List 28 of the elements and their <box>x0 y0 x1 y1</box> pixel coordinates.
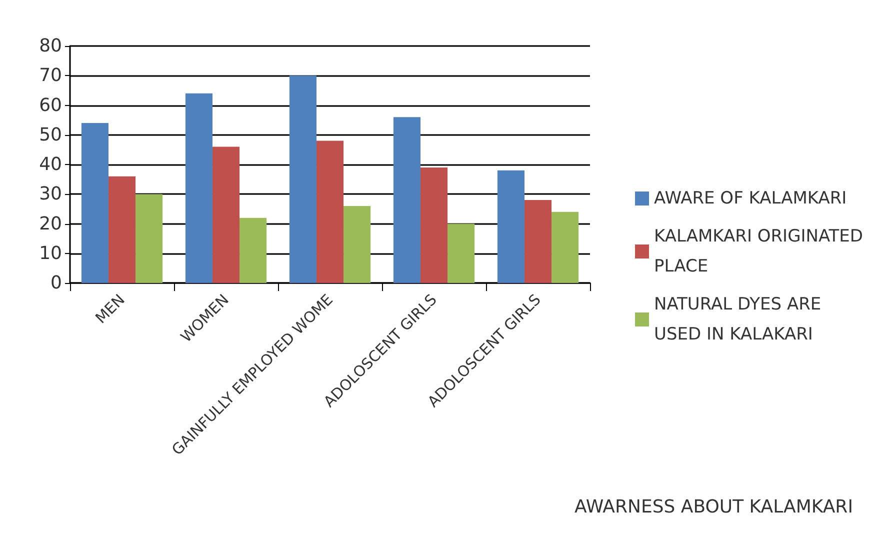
bar <box>136 194 163 283</box>
bar <box>240 218 267 283</box>
bar <box>81 123 108 283</box>
bar <box>420 167 448 283</box>
y-tick-label: 0 <box>50 272 62 294</box>
y-tick-label: 50 <box>39 124 62 146</box>
legend-label: KALAMKARI ORIGINATED PLACE <box>654 226 864 276</box>
y-tick-label: 60 <box>39 94 62 116</box>
bar <box>393 117 420 283</box>
legend-label: NATURAL DYES ARE USED IN KALAKARI <box>654 294 822 344</box>
text: AWARNESS ABOUT KALAMKARI <box>574 496 854 518</box>
bar <box>185 93 212 283</box>
y-tick-label: 80 <box>39 36 62 56</box>
bar <box>552 212 579 283</box>
bar <box>344 206 371 283</box>
bar <box>448 224 475 283</box>
y-tick-label: 20 <box>39 213 62 234</box>
bar <box>524 200 552 283</box>
bar <box>497 170 524 283</box>
y-tick-label: 10 <box>39 242 62 264</box>
y-tick-label: 30 <box>39 184 62 205</box>
y-tick-label: 70 <box>39 65 62 86</box>
y-tick-label: 40 <box>39 154 62 175</box>
bar <box>316 140 344 283</box>
bar <box>212 146 240 283</box>
legend-label: AWARE OF KALAMKARI <box>654 188 847 208</box>
bar <box>289 76 316 283</box>
bar <box>108 176 136 283</box>
